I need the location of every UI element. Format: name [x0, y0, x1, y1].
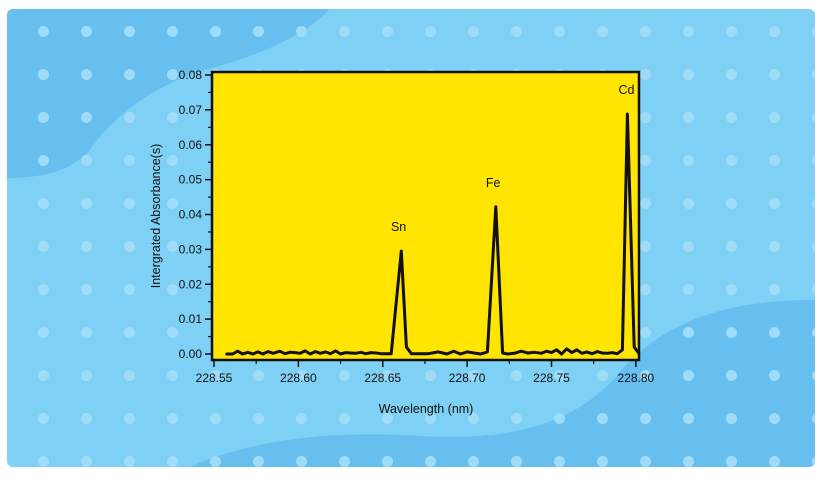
y-tick-label: 0.08 — [179, 68, 203, 82]
y-tick-label: 0.01 — [179, 312, 203, 326]
y-tick-label: 0.02 — [179, 277, 203, 291]
y-tick-label: 0.06 — [179, 138, 203, 152]
annotations: Sn Fe Cd — [391, 83, 634, 234]
x-tick-label: 228.70 — [449, 371, 486, 385]
x-tick-label: 228.65 — [364, 371, 401, 385]
x-tick-label: 228.55 — [196, 371, 233, 385]
peak-label: Fe — [486, 176, 501, 190]
plot-area — [212, 72, 639, 360]
y-tick-label: 0.04 — [179, 208, 203, 222]
y-tick-label: 0.05 — [179, 173, 203, 187]
x-tick-label: 228.75 — [533, 371, 570, 385]
y-axis-label: Intergrated Absorbance(s) — [149, 144, 163, 289]
x-axis-label: Wavelength (nm) — [379, 402, 474, 416]
data-line — [225, 112, 641, 356]
peak-label: Cd — [618, 83, 634, 97]
x-tick-label: 228.80 — [618, 371, 655, 385]
x-tick-label: 228.60 — [280, 371, 317, 385]
y-tick-label: 0.03 — [179, 242, 203, 256]
y-tick-label: 0.00 — [179, 347, 203, 361]
y-tick-label: 0.07 — [179, 103, 203, 117]
peak-label: Sn — [391, 220, 406, 234]
